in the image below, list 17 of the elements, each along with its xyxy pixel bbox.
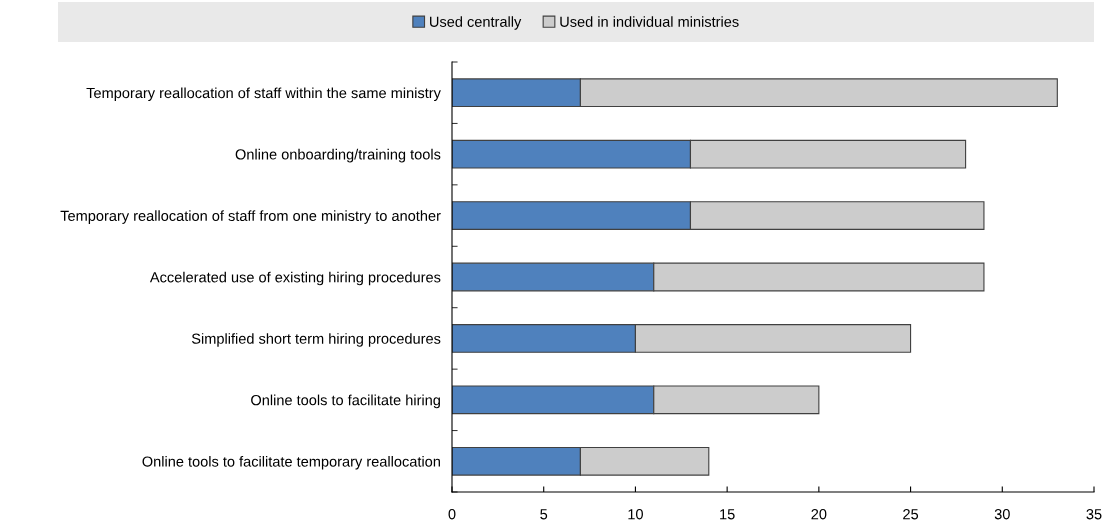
y-tick-label: Online tools to facilitate temporary reallocation xyxy=(142,456,440,470)
legend-label: Used in individual ministries xyxy=(560,16,739,27)
y-tick-label: Temporary reallocation of staff from one ministry to another xyxy=(60,210,441,224)
x-tick-label: 5 xyxy=(540,509,548,520)
y-tick-label: Temporary reallocation of staff within the same ministry xyxy=(86,87,441,102)
y-tick-label: Online tools to facilitate hiring xyxy=(251,394,440,409)
y-tick-label: Accelerated use of existing hiring procedures xyxy=(149,271,441,286)
x-tick-label: 30 xyxy=(994,509,1010,520)
y-tick-label: Online onboarding/training tools xyxy=(235,148,441,163)
x-tick-label: 35 xyxy=(1086,509,1102,520)
x-tick-label: 20 xyxy=(811,509,827,520)
x-tick-label: 25 xyxy=(903,509,919,520)
legend-label: Used centrally xyxy=(430,16,522,30)
x-tick-label: 0 xyxy=(448,509,456,520)
x-tick-label: 15 xyxy=(720,509,735,520)
y-tick-label: Simplified short term hiring procedures xyxy=(191,333,441,347)
x-tick-label: 10 xyxy=(628,509,643,520)
